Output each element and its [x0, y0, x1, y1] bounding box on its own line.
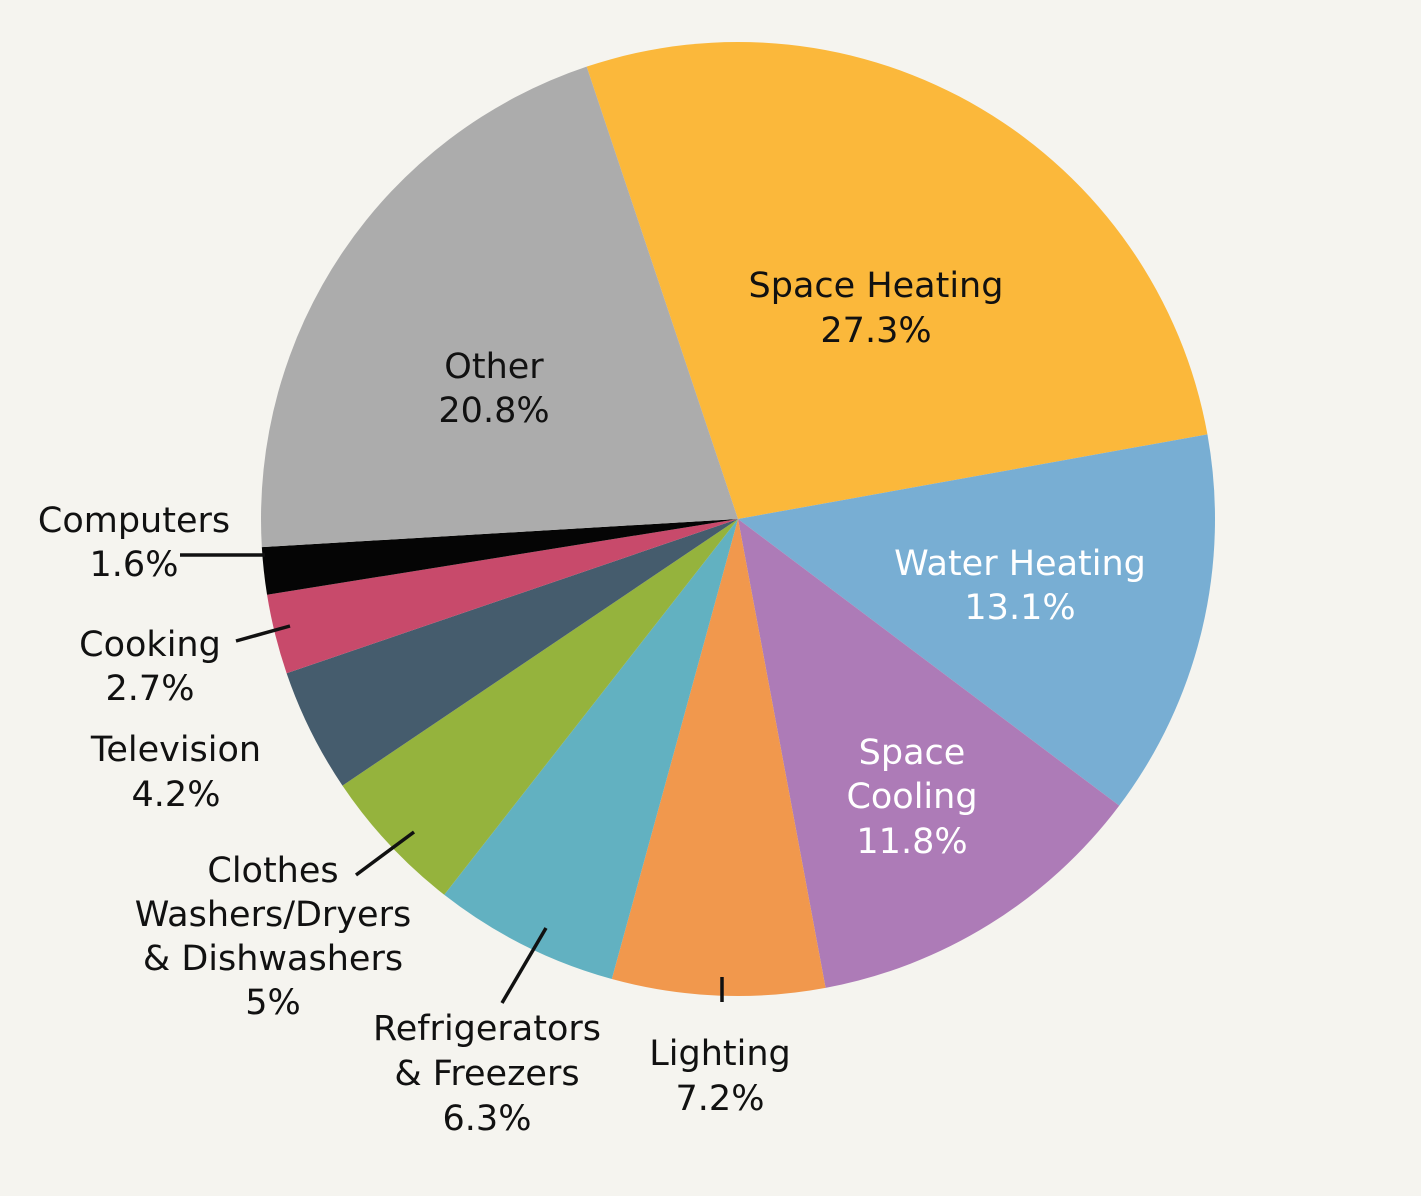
slice-label-space-heating: Space Heating	[749, 266, 1004, 306]
slice-value-space-cooling: 11.8%	[856, 822, 967, 862]
slice-value-cooking: 2.7%	[106, 669, 195, 709]
pie-slice-space-cooling	[738, 519, 1120, 988]
slice-value-other: 20.8%	[438, 391, 549, 431]
slice-value-clothes-washers-dryers-and-dishwashers: 5%	[245, 983, 301, 1023]
slice-label-space-cooling: Cooling	[846, 777, 977, 817]
pie-slice-clothes-washers-dryers-and-dishwashers	[342, 519, 738, 895]
slice-label-refrigerators-and-freezers: Refrigerators	[373, 1009, 601, 1049]
slice-label-television: Television	[90, 730, 261, 770]
pie-slice-water-heating	[738, 434, 1215, 806]
slice-label-lighting: Lighting	[649, 1034, 790, 1074]
pie-slice-space-heating	[586, 42, 1208, 519]
pie-slice-other	[261, 66, 738, 548]
slice-label-clothes-washers-dryers-and-dishwashers: Washers/Dryers	[135, 895, 411, 935]
pie-slice-cooking	[267, 519, 738, 674]
slice-label-clothes-washers-dryers-and-dishwashers: Clothes	[207, 851, 338, 891]
slice-label-cooking: Cooking	[79, 625, 221, 665]
slice-label-computers: Computers	[38, 501, 230, 541]
slice-label-space-cooling: Space	[859, 733, 966, 773]
pie-slice-refrigerators-and-freezers	[444, 519, 738, 980]
slice-value-water-heating: 13.1%	[964, 588, 1075, 628]
slice-label-water-heating: Water Heating	[894, 544, 1146, 584]
leader-line-refrigerators-and-freezers	[500, 927, 548, 1004]
pie-slice-lighting	[611, 519, 826, 997]
slice-label-other: Other	[444, 347, 544, 387]
pie-slice-computers	[261, 519, 738, 595]
pie-slice-television	[286, 519, 738, 786]
slice-value-television: 4.2%	[132, 775, 221, 815]
slice-label-refrigerators-and-freezers: & Freezers	[394, 1054, 579, 1094]
leader-line-clothes-washers-dryers-and-dishwashers	[354, 830, 416, 877]
slice-value-space-heating: 27.3%	[820, 311, 931, 351]
slice-value-computers: 1.6%	[90, 545, 179, 585]
slice-label-clothes-washers-dryers-and-dishwashers: & Dishwashers	[143, 939, 403, 979]
slice-value-refrigerators-and-freezers: 6.3%	[443, 1099, 532, 1139]
slice-value-lighting: 7.2%	[676, 1079, 765, 1119]
leader-line-cooking	[235, 624, 291, 643]
leader-lines	[180, 553, 724, 1004]
pie-slices	[261, 42, 1215, 997]
